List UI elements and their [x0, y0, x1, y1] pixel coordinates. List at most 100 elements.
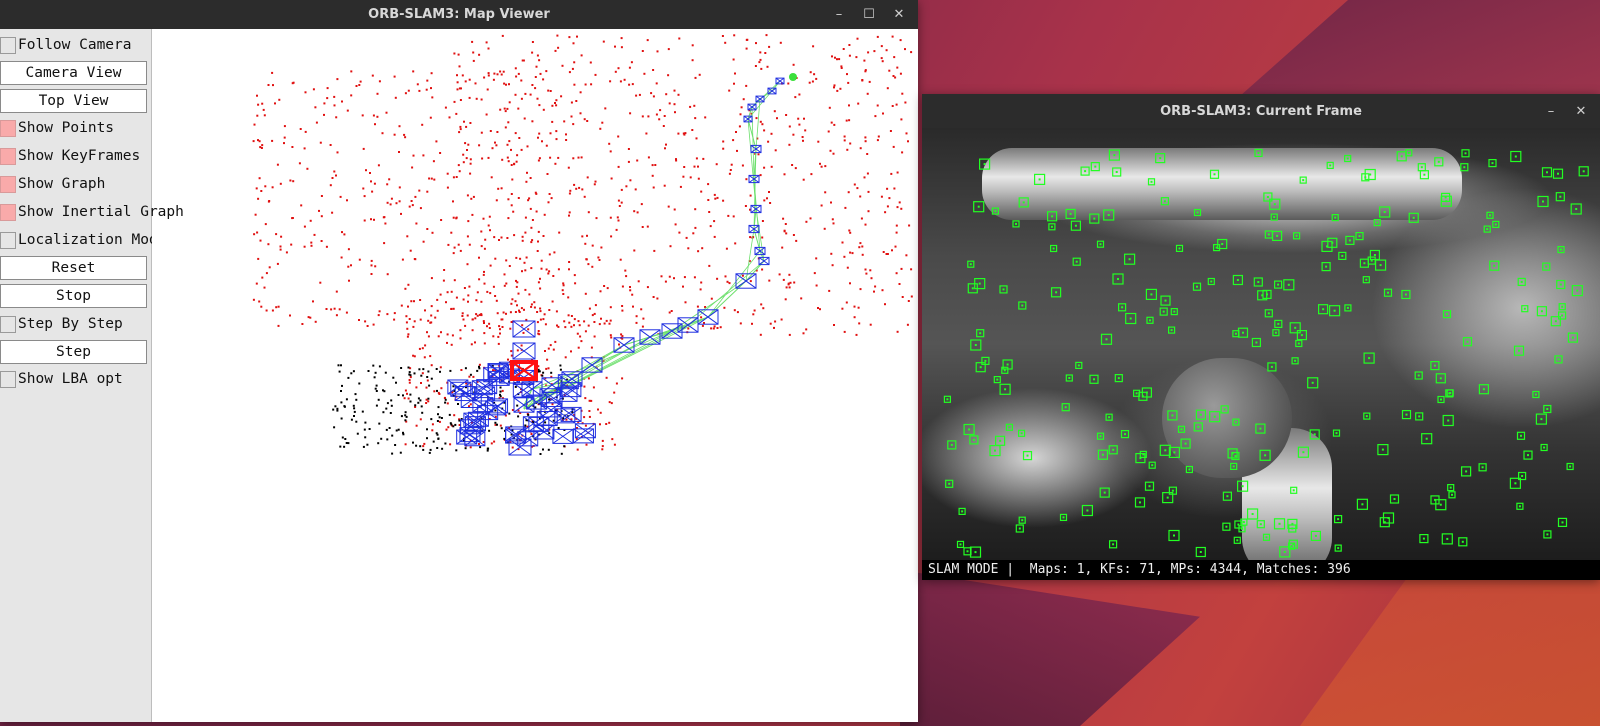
step-by-step-checkbox[interactable]: [0, 315, 16, 333]
show-inertial-graph-checkbox[interactable]: [0, 203, 16, 221]
map-point: [549, 344, 552, 347]
feature-point: [946, 398, 949, 401]
map-point: [695, 157, 698, 160]
minimize-icon[interactable]: –: [1547, 103, 1555, 119]
map-point: [458, 424, 461, 426]
map-point: [701, 324, 704, 327]
show-keyframes-toggle[interactable]: Show KeyFrames: [0, 144, 150, 168]
map-point: [617, 219, 620, 222]
map-point: [554, 162, 557, 165]
feature-box: [1489, 260, 1500, 271]
stop-button[interactable]: Stop: [0, 284, 147, 308]
feature-point: [1481, 466, 1484, 469]
map-canvas[interactable]: [152, 29, 918, 722]
show-graph-checkbox[interactable]: [0, 175, 16, 193]
feature-point: [1302, 451, 1305, 454]
map-point: [385, 111, 388, 114]
map-point: [339, 195, 342, 198]
map-point: [464, 142, 467, 145]
map-point: [413, 320, 416, 323]
map-point: [863, 176, 866, 179]
top-view-button[interactable]: Top View: [0, 89, 147, 113]
map-point: [425, 402, 428, 404]
local-map-point: [457, 403, 459, 405]
map-point: [764, 52, 767, 54]
show-inertial-graph-toggle[interactable]: Show Inertial Graph: [0, 200, 184, 224]
map-point: [489, 130, 492, 132]
map-point: [630, 61, 633, 64]
current-frame-titlebar[interactable]: ORB-SLAM3: Current Frame – ✕: [922, 94, 1600, 128]
map-viewer-titlebar[interactable]: ORB-SLAM3: Map Viewer – ☐ ✕: [0, 0, 918, 29]
keyframe-rect: [498, 361, 520, 377]
map-point: [715, 163, 718, 166]
map-point: [697, 177, 700, 180]
map-3d-view[interactable]: [152, 29, 918, 722]
follow-camera-checkbox[interactable]: [0, 36, 16, 54]
local-map-point: [499, 393, 501, 396]
keyframe-diag: [554, 408, 576, 424]
show-lba-opt-toggle[interactable]: Show LBA opt: [0, 367, 150, 391]
feature-box: [1405, 149, 1413, 157]
map-point: [794, 167, 797, 170]
map-point: [255, 282, 258, 285]
map-point: [523, 308, 525, 311]
map-point: [359, 80, 362, 83]
map-point: [880, 45, 883, 48]
map-point: [615, 382, 618, 385]
map-point: [537, 136, 539, 139]
close-icon[interactable]: ✕: [893, 7, 905, 22]
map-point: [658, 118, 661, 121]
localization-mode-checkbox[interactable]: [0, 231, 16, 249]
map-point: [517, 292, 520, 295]
map-point: [340, 256, 343, 259]
show-points-toggle[interactable]: Show Points: [0, 116, 150, 140]
map-viewer-window[interactable]: ORB-SLAM3: Map Viewer – ☐ ✕ Follow Camer…: [0, 0, 918, 722]
follow-camera-toggle[interactable]: Follow Camera: [0, 33, 150, 57]
current-frame-window[interactable]: ORB-SLAM3: Current Frame – ✕ SLAM MODE |…: [922, 94, 1600, 580]
map-point: [398, 125, 401, 128]
show-keyframes-checkbox[interactable]: [0, 147, 16, 165]
localization-mode-toggle[interactable]: Localization Mode: [0, 228, 166, 252]
local-map-point: [428, 384, 431, 387]
local-map-point: [353, 410, 356, 413]
feature-point: [1518, 349, 1520, 352]
map-point: [471, 213, 474, 216]
map-point: [404, 287, 407, 290]
feature-point: [1015, 222, 1017, 225]
map-point: [412, 70, 415, 73]
map-point: [864, 268, 867, 271]
map-point: [893, 187, 896, 190]
step-by-step-toggle[interactable]: Step By Step: [0, 312, 150, 336]
map-point: [514, 132, 517, 135]
show-graph-toggle[interactable]: Show Graph: [0, 172, 150, 196]
feature-box: [1256, 520, 1265, 529]
local-map-point: [358, 382, 361, 385]
map-point: [774, 320, 777, 323]
minimize-icon[interactable]: –: [835, 7, 843, 22]
show-points-checkbox[interactable]: [0, 119, 16, 137]
map-point: [629, 112, 632, 115]
map-point: [833, 123, 836, 126]
map-point: [617, 67, 620, 70]
reset-button[interactable]: Reset: [0, 256, 147, 280]
feature-box: [1162, 492, 1174, 504]
local-map-point: [524, 424, 527, 427]
step-button[interactable]: Step: [0, 340, 147, 364]
map-point: [453, 100, 456, 103]
map-point: [572, 123, 575, 126]
map-point: [782, 217, 785, 220]
camera-view-button[interactable]: Camera View: [0, 61, 147, 85]
map-point: [667, 205, 670, 208]
keyframe-diag: [748, 174, 760, 184]
map-point: [665, 93, 668, 96]
local-map-point: [366, 443, 369, 446]
map-point: [501, 389, 504, 392]
local-map-point: [511, 429, 514, 432]
map-point: [631, 293, 634, 296]
map-point: [363, 219, 366, 222]
map-point: [609, 334, 612, 337]
maximize-icon[interactable]: ☐: [863, 7, 875, 22]
feature-point: [971, 287, 974, 290]
show-lba-opt-checkbox[interactable]: [0, 370, 16, 388]
close-icon[interactable]: ✕: [1575, 103, 1587, 119]
